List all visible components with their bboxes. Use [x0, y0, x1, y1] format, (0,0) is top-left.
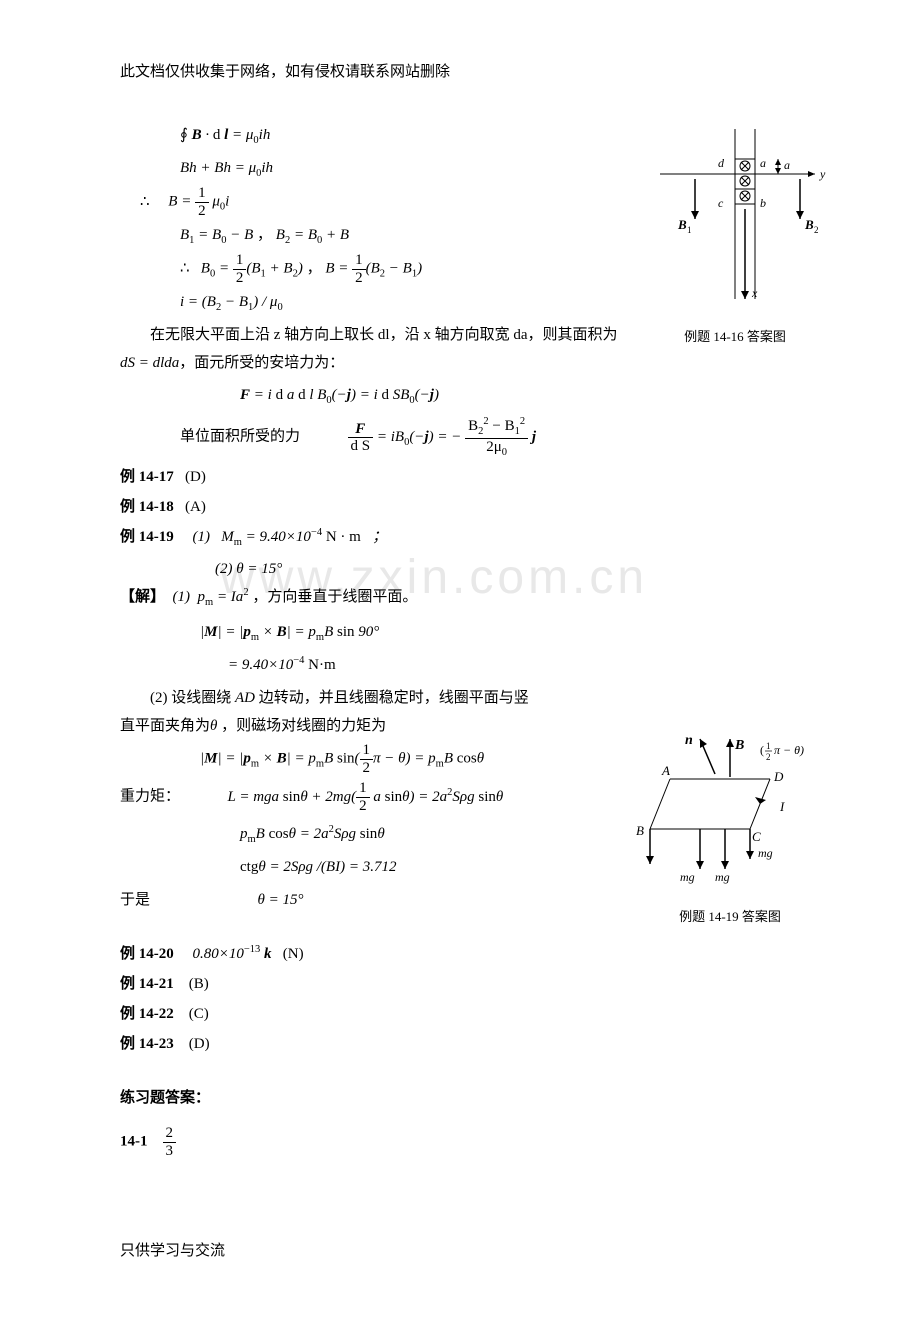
ex-14-19-p2: (2) θ = 15°	[215, 557, 820, 581]
svg-text:mg: mg	[680, 870, 695, 884]
ex-14-22: 例 14-22 (C)	[120, 1002, 820, 1026]
sol-eq1: |M| = |pm × B| = pmB sin 90° = 9.40×10−4…	[200, 616, 820, 682]
svg-text:1: 1	[687, 225, 692, 235]
fig2-caption: 例题 14-19 答案图	[620, 907, 840, 928]
ex-14-23: 例 14-23 (D)	[120, 1032, 820, 1056]
label-y: y	[819, 167, 826, 181]
svg-text:a: a	[784, 158, 790, 172]
svg-text:C: C	[752, 829, 761, 844]
svg-text:π − θ): π − θ)	[774, 743, 804, 757]
header-note: 此文档仅供收集于网络，如有侵权请联系网站删除	[120, 60, 820, 84]
para-plane-b: dS = dlda，面元所受的安培力为：	[120, 351, 820, 375]
svg-text:B: B	[804, 217, 814, 232]
svg-text:mg: mg	[758, 846, 773, 860]
ex-14-18: 例 14-18 (A)	[120, 495, 820, 519]
svg-text:B: B	[677, 217, 687, 232]
svg-text:mg: mg	[715, 870, 730, 884]
svg-text:B: B	[636, 823, 644, 838]
ex-14-20: 例 14-20 0.80×10−13 k (N)	[120, 942, 820, 966]
unit-area-force: 单位面积所受的力 Fd S = iB0(−j) = − B22 − B122μ0…	[180, 416, 820, 458]
svg-text:1: 1	[766, 741, 771, 751]
sol-p2a: (2) 设线圈绕 AD 边转动，并且线圈稳定时，线圈平面与竖	[120, 686, 820, 710]
ex-14-19: 例 14-19 (1) Mm = 9.40×10−4 N · m ；	[120, 525, 820, 552]
svg-text:d: d	[718, 156, 725, 170]
svg-text:I: I	[779, 799, 785, 814]
svg-text:2: 2	[766, 752, 771, 762]
svg-text:n: n	[685, 733, 693, 748]
footer-note: 只供学习与交流	[120, 1239, 820, 1263]
svg-text:A: A	[661, 763, 670, 778]
practice-title: 练习题答案：	[120, 1086, 820, 1110]
svg-text:x: x	[751, 286, 758, 300]
svg-text:D: D	[773, 769, 784, 784]
svg-text:b: b	[760, 196, 766, 210]
svg-text:c: c	[718, 196, 724, 210]
diagram-14-16-svg: y d a c b a B 1	[640, 119, 830, 319]
ex-14-17: 例 14-17 (D)	[120, 465, 820, 489]
ex-14-21: 例 14-21 (B)	[120, 972, 820, 996]
svg-text:a: a	[760, 156, 766, 170]
svg-text:B: B	[734, 738, 744, 753]
fig1-caption: 例题 14-16 答案图	[640, 327, 830, 348]
figure-14-16: y d a c b a B 1	[640, 119, 830, 348]
figure-14-19: A D B C n B ( 1 2 π − θ) I mg	[620, 729, 840, 928]
eq-F: F = i d a d l B0(−j) = i d SB0(−j)	[240, 379, 820, 412]
svg-text:2: 2	[814, 225, 819, 235]
solution-p1: 【解】 (1) pm = Ia2 ，方向垂直于线圈平面。	[120, 585, 820, 612]
diagram-14-19-svg: A D B C n B ( 1 2 π − θ) I mg	[620, 729, 840, 899]
svg-text:(: (	[760, 743, 764, 757]
p14-1: 14-1 23	[120, 1125, 820, 1159]
page-content: y d a c b a B 1	[120, 119, 820, 1159]
